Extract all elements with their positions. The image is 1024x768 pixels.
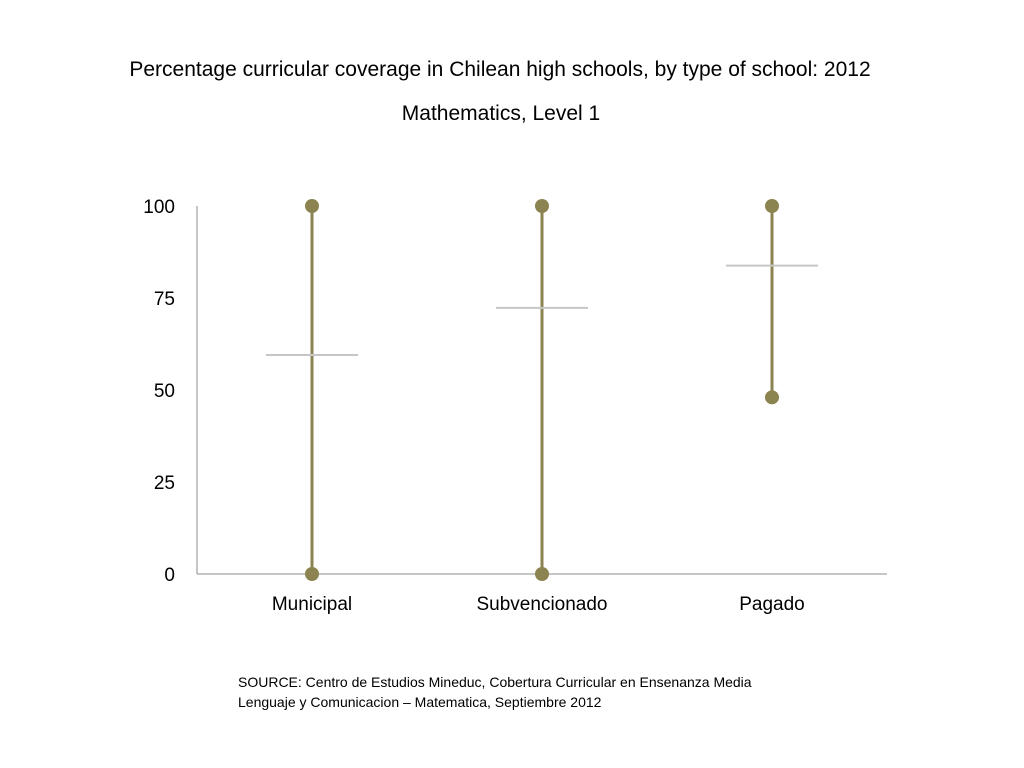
min-marker xyxy=(305,567,319,581)
min-marker xyxy=(765,390,779,405)
y-tick-label: 100 xyxy=(143,197,175,218)
source-line-2: Lenguaje y Comunicacion – Matematica, Se… xyxy=(238,694,602,710)
y-tick-label: 0 xyxy=(164,565,175,586)
y-tick-label: 25 xyxy=(154,473,175,494)
source-note: SOURCE: Centro de Estudios Mineduc, Cobe… xyxy=(238,672,752,712)
chart-subtitle: Mathematics, Level 1 xyxy=(401,102,601,125)
source-line-1: SOURCE: Centro de Estudios Mineduc, Cobe… xyxy=(238,674,752,690)
x-tick-label: Municipal xyxy=(272,594,352,615)
x-tick-label: Pagado xyxy=(739,594,805,615)
min-marker xyxy=(535,567,549,581)
max-marker xyxy=(765,199,779,213)
y-tick-label: 50 xyxy=(154,381,175,402)
chart-title: Percentage curricular coverage in Chilea… xyxy=(129,58,871,81)
x-tick-label: Subvencionado xyxy=(477,594,608,615)
max-marker xyxy=(535,199,549,213)
y-tick-label: 75 xyxy=(154,289,175,310)
max-marker xyxy=(305,199,319,213)
